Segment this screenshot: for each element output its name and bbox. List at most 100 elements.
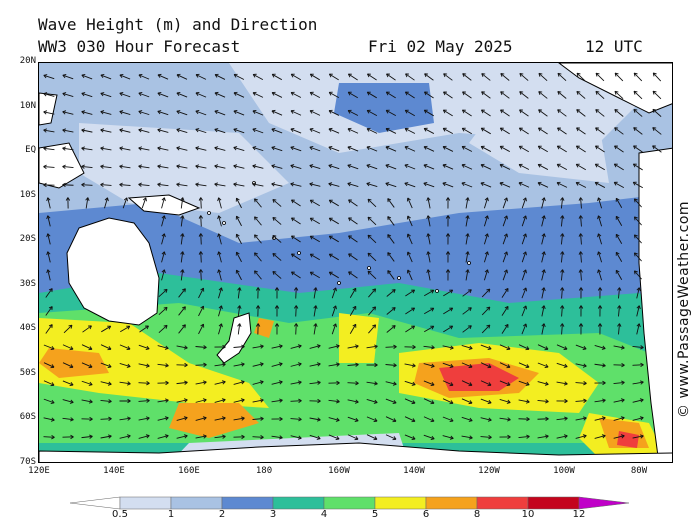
- direction-arrow: [556, 163, 568, 171]
- direction-arrow: [499, 380, 511, 387]
- direction-arrow: [461, 163, 473, 170]
- direction-arrow: [347, 73, 358, 81]
- direction-arrow: [157, 345, 169, 350]
- direction-arrow: [613, 434, 625, 439]
- direction-arrow: [575, 398, 587, 403]
- direction-arrow: [328, 362, 340, 367]
- direction-arrow: [309, 146, 321, 152]
- direction-arrow: [217, 251, 222, 263]
- direction-arrow: [290, 91, 302, 98]
- direction-arrow: [198, 215, 204, 227]
- direction-arrow: [445, 197, 451, 209]
- direction-arrow: [518, 145, 530, 153]
- direction-arrow: [424, 91, 434, 99]
- legend-swatch: [425, 496, 478, 510]
- direction-arrow: [483, 251, 489, 263]
- direction-arrow: [138, 416, 150, 421]
- direction-arrow: [195, 416, 207, 421]
- direction-arrow: [423, 363, 435, 368]
- direction-arrow: [43, 164, 55, 169]
- direction-arrow: [615, 215, 623, 227]
- direction-arrow: [43, 344, 55, 351]
- direction-arrow: [461, 127, 472, 135]
- direction-arrow: [176, 128, 188, 133]
- direction-arrow: [119, 398, 131, 404]
- direction-arrow: [594, 398, 606, 403]
- direction-arrow: [556, 416, 568, 421]
- direction-arrow: [233, 73, 245, 80]
- direction-arrow: [233, 182, 245, 187]
- direction-arrow: [198, 287, 205, 299]
- direction-arrow: [632, 163, 643, 171]
- direction-arrow: [404, 163, 416, 170]
- direction-arrow: [218, 305, 223, 317]
- direction-arrow: [366, 91, 377, 99]
- direction-arrow: [255, 305, 261, 317]
- direction-arrow: [404, 398, 416, 405]
- direction-arrow: [461, 435, 473, 440]
- direction-arrow: [423, 380, 435, 387]
- direction-arrow: [347, 164, 359, 170]
- direction-arrow: [613, 163, 624, 171]
- direction-arrow: [195, 91, 207, 98]
- direction-arrow: [461, 380, 473, 387]
- direction-arrow: [442, 163, 454, 170]
- direction-arrow: [252, 416, 264, 421]
- direction-arrow: [100, 128, 112, 133]
- direction-arrow: [271, 416, 283, 422]
- direction-arrow: [614, 90, 624, 100]
- direction-arrow: [313, 323, 318, 335]
- legend-swatch: [323, 496, 376, 510]
- direction-arrow: [309, 271, 320, 279]
- direction-arrow: [595, 90, 605, 99]
- direction-arrow: [290, 344, 302, 349]
- direction-arrow: [560, 287, 565, 299]
- direction-arrow: [613, 362, 625, 368]
- direction-arrow: [100, 92, 112, 98]
- direction-arrow: [331, 305, 337, 317]
- direction-arrow: [272, 234, 282, 243]
- direction-arrow: [198, 269, 204, 281]
- direction-arrow: [180, 197, 185, 209]
- direction-arrow: [538, 91, 548, 99]
- direction-arrow: [309, 217, 320, 225]
- direction-arrow: [423, 145, 435, 152]
- direction-arrow: [290, 109, 302, 116]
- direction-arrow: [387, 270, 395, 280]
- direction-arrow: [652, 127, 662, 135]
- direction-arrow: [347, 127, 359, 134]
- direction-arrow: [613, 398, 625, 403]
- wave-height-legend: [70, 496, 630, 510]
- direction-arrow: [518, 163, 530, 170]
- direction-arrow: [271, 362, 283, 367]
- direction-arrow: [367, 252, 377, 262]
- legend-swatch: [221, 496, 274, 510]
- direction-arrow: [348, 235, 358, 243]
- direction-arrow: [100, 381, 112, 386]
- direction-arrow: [291, 271, 301, 279]
- direction-arrow: [366, 182, 378, 188]
- direction-arrow: [43, 417, 55, 422]
- direction-arrow: [633, 216, 642, 226]
- direction-arrow: [575, 145, 586, 153]
- direction-arrow: [519, 91, 529, 99]
- direction-arrow: [442, 362, 454, 368]
- direction-arrow: [521, 197, 527, 209]
- direction-arrow: [556, 145, 567, 153]
- direction-arrow: [46, 215, 51, 227]
- direction-arrow: [632, 416, 644, 421]
- direction-arrow: [424, 325, 435, 333]
- forecast-date: Fri 02 May 2025: [368, 37, 513, 56]
- direction-arrow: [367, 73, 377, 81]
- direction-arrow: [347, 109, 359, 116]
- direction-arrow: [138, 363, 150, 368]
- direction-arrow: [366, 381, 378, 386]
- direction-arrow: [519, 72, 529, 81]
- direction-arrow: [290, 146, 302, 152]
- direction-arrow: [313, 287, 318, 299]
- direction-arrow: [465, 251, 470, 263]
- direction-arrow: [406, 233, 413, 245]
- direction-arrow: [442, 435, 454, 440]
- direction-arrow: [119, 344, 131, 351]
- direction-arrow: [597, 215, 603, 227]
